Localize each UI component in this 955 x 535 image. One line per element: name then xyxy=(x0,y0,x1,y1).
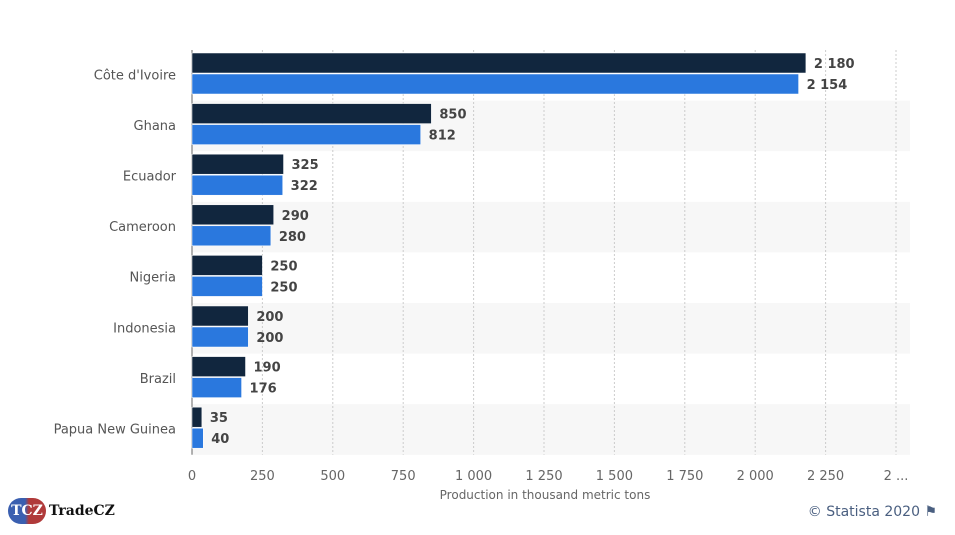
row-band xyxy=(192,201,910,253)
x-tick-label: 1 500 xyxy=(596,469,633,480)
x-tick-label: 1 000 xyxy=(455,469,492,480)
x-tick-label: 2 250 xyxy=(807,469,844,480)
category-label: Papua New Guinea xyxy=(54,423,176,438)
statista-credit[interactable]: © Statista 2020 ⚑ xyxy=(808,504,937,520)
data-label: 190 xyxy=(254,361,281,376)
bar xyxy=(191,124,421,145)
bar xyxy=(191,356,246,377)
logo-text: TradeCZ xyxy=(49,503,115,519)
data-label: 35 xyxy=(210,411,228,426)
bar xyxy=(191,73,799,95)
bar xyxy=(191,204,274,226)
category-label: Indonesia xyxy=(113,321,176,336)
data-label: 250 xyxy=(270,259,297,274)
x-tick-label: 750 xyxy=(391,469,416,480)
bar xyxy=(191,305,249,327)
credit-text: © Statista 2020 xyxy=(807,504,920,520)
bar xyxy=(191,427,204,449)
bar xyxy=(191,276,263,297)
x-tick-label: 500 xyxy=(320,469,345,480)
data-label: 176 xyxy=(250,382,277,397)
bar xyxy=(191,174,283,196)
category-label: Cameroon xyxy=(109,220,176,235)
x-tick-label: 250 xyxy=(250,469,275,480)
bar xyxy=(191,326,249,348)
data-label: 40 xyxy=(211,432,229,447)
category-label: Nigeria xyxy=(129,271,176,286)
data-label: 2 180 xyxy=(814,57,855,72)
data-label: 325 xyxy=(292,158,319,173)
x-tick-label: 2 ... xyxy=(884,469,909,480)
category-label: Brazil xyxy=(140,372,176,387)
bar xyxy=(191,225,272,247)
category-label: Ghana xyxy=(134,119,177,134)
category-label: Côte d'Ivoire xyxy=(94,68,176,83)
x-tick-label: 0 xyxy=(188,469,196,480)
bar xyxy=(191,52,807,74)
row-band xyxy=(192,303,910,354)
x-axis-label: Production in thousand metric tons xyxy=(439,488,651,502)
bar xyxy=(191,406,203,428)
data-label: 812 xyxy=(429,129,456,144)
x-tick-label: 1 750 xyxy=(666,469,703,480)
bar xyxy=(191,153,284,175)
data-label: 200 xyxy=(256,331,283,346)
logo-mark: TCZ xyxy=(8,498,46,524)
category-label: Ecuador xyxy=(123,170,177,185)
bar xyxy=(191,255,263,276)
data-label: 850 xyxy=(439,108,466,123)
data-label: 322 xyxy=(291,179,318,194)
x-tick-label: 1 250 xyxy=(525,469,562,480)
row-band xyxy=(192,404,910,455)
data-label: 290 xyxy=(282,209,309,224)
data-label: 280 xyxy=(279,230,306,245)
tradecz-logo: TCZ TradeCZ xyxy=(8,498,115,524)
data-label: 2 154 xyxy=(807,78,848,93)
bar xyxy=(191,103,432,124)
bar-chart: 0 250 500 750 1 000 1 250 1 500 1 750 2 000 2 250… xyxy=(54,50,910,480)
flag-icon[interactable]: ⚑ xyxy=(924,504,937,520)
bar xyxy=(191,377,242,398)
x-tick-label: 2 000 xyxy=(737,469,774,480)
data-label: 200 xyxy=(256,310,283,325)
data-label: 250 xyxy=(270,280,297,295)
